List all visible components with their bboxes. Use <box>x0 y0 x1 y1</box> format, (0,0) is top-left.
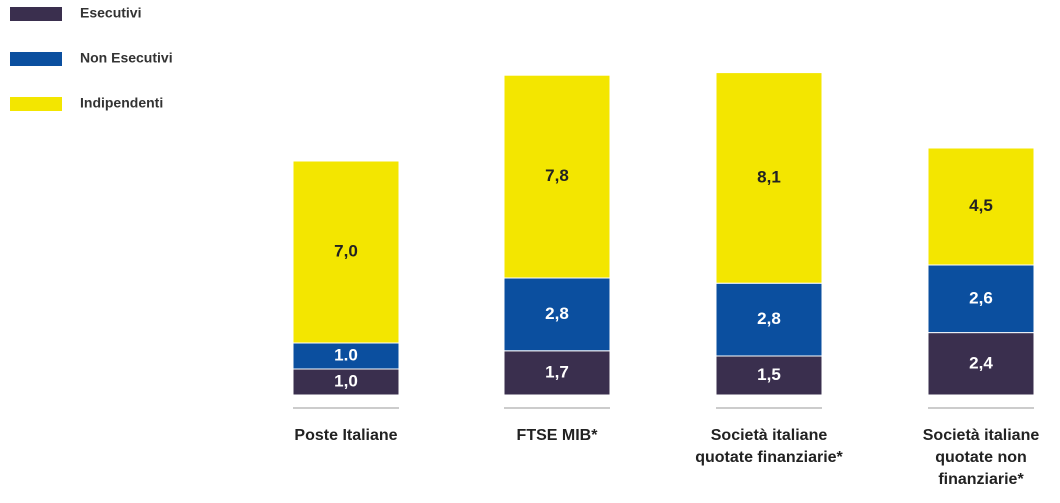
legend-swatch <box>10 97 62 111</box>
legend-swatch <box>10 52 62 66</box>
bar-segment <box>715 355 823 396</box>
legend-label: Indipendenti <box>80 95 163 111</box>
x-tick-label: FTSE MIB* <box>516 427 598 444</box>
data-label: 2,4 <box>969 353 993 372</box>
bar-segment <box>503 350 611 396</box>
data-label: 8,1 <box>757 167 781 186</box>
x-tick-label: Società italiane quotate finanziarie* <box>695 427 843 466</box>
data-label: 1.0 <box>334 345 358 364</box>
bar-segment <box>927 332 1035 396</box>
bar-segment <box>292 342 400 370</box>
bar-segment <box>927 147 1035 266</box>
data-label: 2,8 <box>757 309 781 328</box>
bar-segment <box>503 74 611 279</box>
data-label: 1,7 <box>545 362 569 381</box>
data-label: 2,8 <box>545 304 569 323</box>
legend-label: Esecutivi <box>80 5 141 21</box>
x-tick-label: Società italiane quotate non finanziarie… <box>922 427 1040 488</box>
bar-segment <box>715 72 823 284</box>
data-label: 1,0 <box>334 371 358 390</box>
bar-segment <box>292 160 400 344</box>
data-label: 1,5 <box>757 365 781 384</box>
data-label: 7,8 <box>545 166 569 185</box>
data-label: 2,6 <box>969 288 993 307</box>
legend-swatch <box>10 7 62 21</box>
legend-label: Non Esecutivi <box>80 50 173 66</box>
data-label: 7,0 <box>334 241 358 260</box>
bar-segment <box>715 282 823 357</box>
data-label: 4,5 <box>969 196 993 215</box>
x-tick-label: Poste Italiane <box>294 427 398 444</box>
